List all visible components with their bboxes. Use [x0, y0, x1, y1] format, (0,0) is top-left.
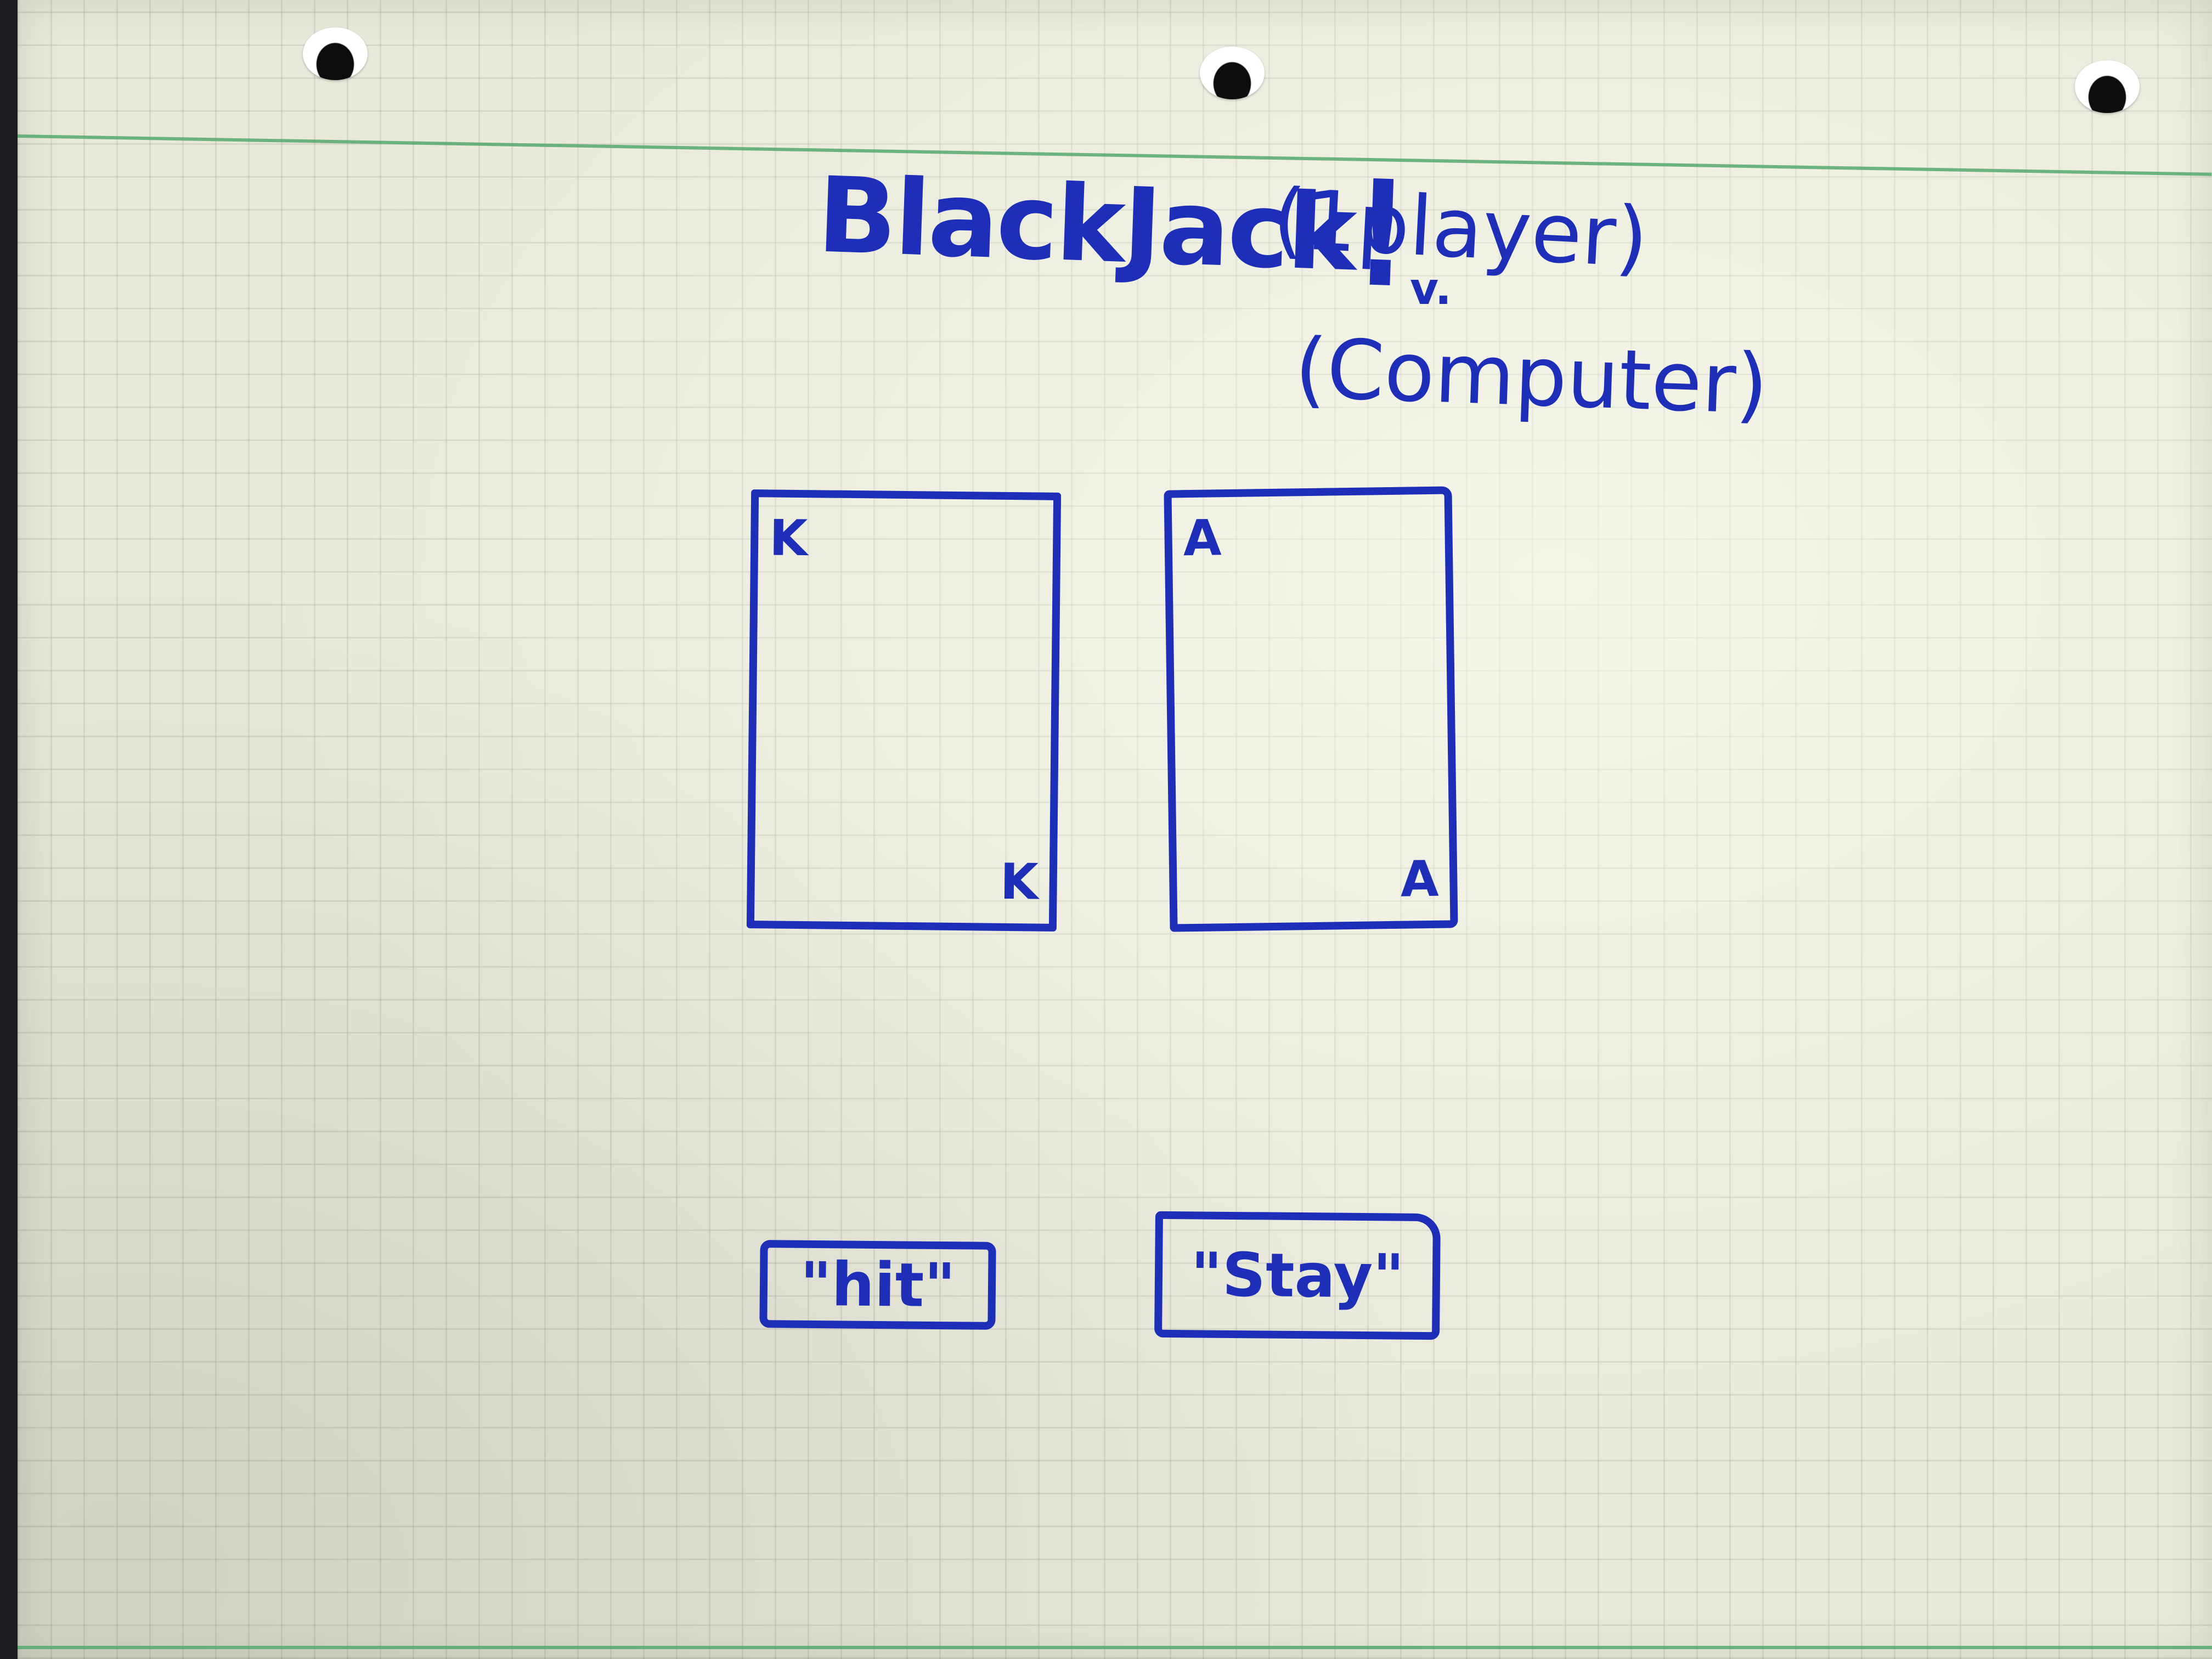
graph-paper-sheet: [17, 0, 2212, 1659]
bottom-margin-line: [18, 1646, 2212, 1649]
binder-hole: [303, 27, 368, 80]
binder-hole: [2075, 60, 2140, 113]
computer-label: (Computer): [1293, 320, 1770, 433]
card-rank-top-left: K: [769, 509, 808, 568]
card-rank-bottom-right: K: [1000, 853, 1039, 911]
card-rank-bottom-right: A: [1400, 850, 1440, 909]
playing-card-ace: A A: [1164, 486, 1458, 932]
card-rank-top-left: A: [1182, 509, 1222, 568]
versus-label: v.: [1410, 263, 1452, 314]
stay-button[interactable]: "Stay": [1154, 1211, 1441, 1340]
hit-button[interactable]: "hit": [759, 1240, 996, 1330]
player-label: (1player): [1270, 171, 1651, 286]
playing-card-king: K K: [746, 489, 1062, 932]
binder-hole: [1200, 47, 1265, 99]
